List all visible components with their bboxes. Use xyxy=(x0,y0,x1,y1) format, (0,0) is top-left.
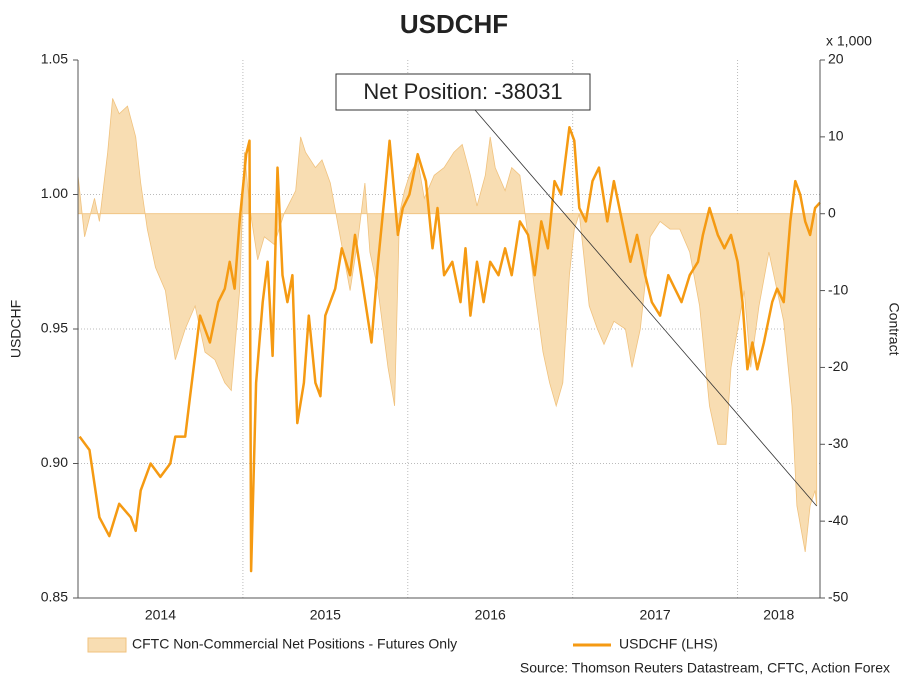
x-tick-label: 2016 xyxy=(475,607,506,623)
annotation-leader xyxy=(474,109,818,507)
source: Source: Thomson Reuters Datastream, CFTC… xyxy=(520,660,890,676)
line xyxy=(78,126,821,573)
y-axis-label: USDCHF xyxy=(8,300,24,358)
y2-tick-label: -30 xyxy=(828,435,848,451)
legend-swatch xyxy=(87,637,127,653)
y2-tick-label: -40 xyxy=(828,512,848,528)
y2-tick-label: 0 xyxy=(828,204,836,220)
legend-label: CFTC Non-Commercial Net Positions - Futu… xyxy=(132,636,457,652)
chart-title: USDCHF xyxy=(400,9,508,39)
y2-unit: x 1,000 xyxy=(826,33,872,49)
y-tick-label: 1.00 xyxy=(41,185,68,201)
x-tick-label: 2018 xyxy=(763,607,794,623)
x-tick-label: 2017 xyxy=(640,607,671,623)
area xyxy=(77,98,818,552)
y2-tick-label: -10 xyxy=(828,281,848,297)
y-tick-label: 0.85 xyxy=(41,589,68,605)
y-tick-label: 0.90 xyxy=(41,454,68,470)
y2-axis-label: Contract xyxy=(886,303,902,356)
y2-tick-label: 20 xyxy=(828,51,844,67)
y2-tick-label: 10 xyxy=(828,128,844,144)
x-tick-label: 2015 xyxy=(310,607,341,623)
y-tick-label: 1.05 xyxy=(41,51,68,67)
legend-label: USDCHF (LHS) xyxy=(619,636,718,652)
x-tick-label: 2014 xyxy=(145,607,176,623)
annotation-box xyxy=(335,73,591,111)
annotation: Net Position: -38031 xyxy=(363,79,562,104)
y-tick-label: 0.95 xyxy=(41,320,68,336)
y2-tick-label: -50 xyxy=(828,589,848,605)
y2-tick-label: -20 xyxy=(828,358,848,374)
